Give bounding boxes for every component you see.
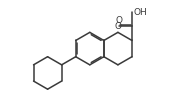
Text: O: O bbox=[114, 22, 121, 31]
Text: O: O bbox=[115, 16, 122, 25]
Text: OH: OH bbox=[133, 8, 147, 17]
